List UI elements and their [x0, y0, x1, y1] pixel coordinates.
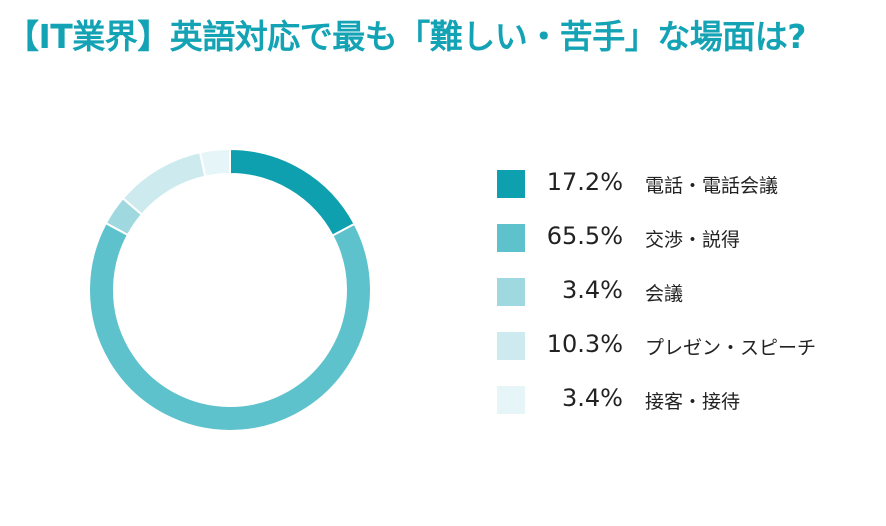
chart-title: 【IT業界】英語対応で最も「難しい・苦手」な場面は?	[6, 17, 806, 56]
legend-label: 接客・接待	[645, 391, 741, 413]
legend-swatch	[497, 224, 525, 252]
legend-label: 交渉・説得	[645, 229, 741, 251]
donut-chart	[88, 147, 372, 432]
legend-label: 電話・電話会議	[645, 175, 779, 197]
legend-value: 3.4%	[562, 276, 623, 304]
legend-value: 65.5%	[546, 222, 623, 250]
legend-swatch	[497, 278, 525, 306]
donut-slice-1	[229, 147, 356, 237]
donut-slice-2	[88, 221, 372, 432]
legend-value: 3.4%	[562, 384, 623, 412]
legend-swatch	[497, 170, 525, 198]
legend-label: プレゼン・スピーチ	[645, 337, 817, 359]
donut-slices	[88, 147, 372, 432]
legend-swatch	[497, 386, 525, 414]
donut-slice-4	[121, 151, 207, 216]
donut-slice-5	[198, 147, 231, 178]
legend-value: 10.3%	[546, 330, 623, 358]
legend-swatch	[497, 332, 525, 360]
legend-value: 17.2%	[546, 168, 623, 196]
legend-label: 会議	[645, 283, 684, 305]
